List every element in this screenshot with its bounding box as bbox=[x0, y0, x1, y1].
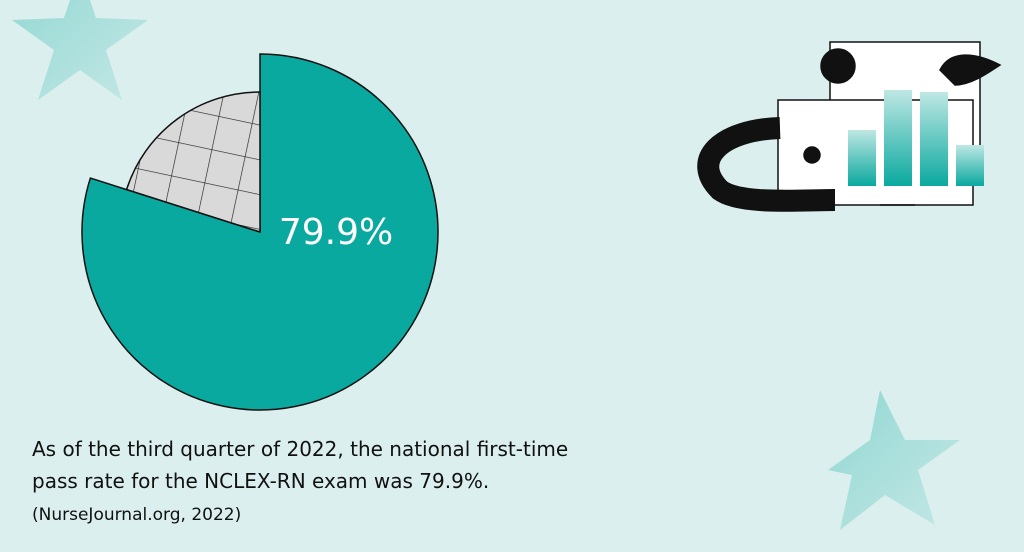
pie: 79.9% bbox=[81, 53, 439, 411]
star-decoration bbox=[828, 390, 960, 530]
pie-slice bbox=[125, 91, 261, 234]
star-decoration bbox=[12, 0, 148, 100]
illustration bbox=[697, 41, 1002, 212]
slice-label: 79.9% bbox=[279, 212, 393, 253]
pie-slice bbox=[81, 53, 439, 411]
caption-line: As of the third quarter of 2022, the nat… bbox=[32, 437, 568, 461]
source-note: (NurseJournal.org, 2022) bbox=[32, 505, 241, 525]
caption-line: pass rate for the NCLEX-RN exam was 79.9… bbox=[32, 469, 489, 493]
